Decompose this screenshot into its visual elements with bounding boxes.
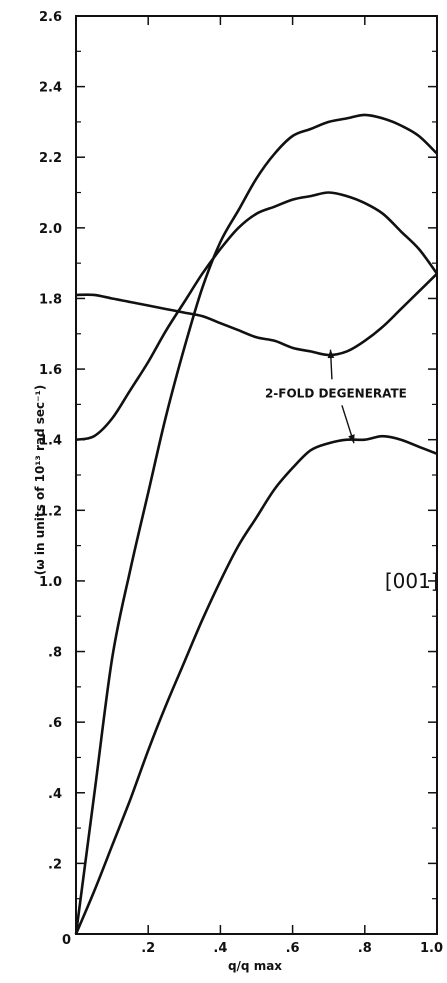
x-tick-label: .6 — [286, 941, 300, 956]
dispersion-branch-4 — [75, 191, 439, 441]
dispersion-branch-1 — [74, 113, 438, 935]
dispersion-branch-3 — [75, 272, 438, 357]
x-tick-label: .4 — [213, 941, 227, 956]
arrow-upper-head — [327, 349, 335, 359]
y-tick-label: 1.2 — [39, 504, 62, 519]
y-tick-label: 2.6 — [39, 10, 62, 25]
x-axis-label: q/q max — [228, 959, 282, 973]
direction-label: [001] — [385, 569, 439, 593]
annotations: 2-FOLD DEGENERATE [001] — [265, 349, 439, 593]
arrow-lower-head — [348, 434, 355, 444]
y-tick-label: 1.4 — [39, 434, 62, 449]
y-tick-label: .6 — [48, 716, 62, 731]
y-tick-label: 1.6 — [39, 363, 62, 378]
y-tick-label: 2.4 — [39, 81, 62, 96]
dispersion-curves — [74, 113, 439, 935]
y-tick-label: .2 — [48, 857, 62, 872]
x-tick-label: .8 — [358, 941, 372, 956]
y-tick-label: .4 — [48, 787, 62, 802]
origin-label: 0 — [62, 933, 71, 948]
dispersion-branch-2 — [74, 434, 438, 935]
x-axis-ticks: .2 .4 .6 .8 1.0 — [75, 16, 443, 956]
y-tick-label: 1.8 — [39, 292, 62, 307]
degenerate-annotation: 2-FOLD DEGENERATE — [265, 386, 407, 400]
y-axis-label: (ω in units of 10¹³ rad sec⁻¹) — [33, 385, 47, 575]
x-tick-label: 1.0 — [420, 941, 443, 956]
x-tick-label: .2 — [141, 941, 155, 956]
y-tick-label: 2.2 — [39, 151, 62, 166]
y-tick-label: 1.0 — [39, 575, 62, 590]
y-tick-label: .8 — [48, 646, 62, 661]
y-tick-label: 2.0 — [39, 222, 62, 237]
y-axis-ticks: .2 .4 .6 .8 1.0 1.2 1.4 1.6 1.8 2.0 2.2 2.4 2.6 — [39, 10, 437, 935]
